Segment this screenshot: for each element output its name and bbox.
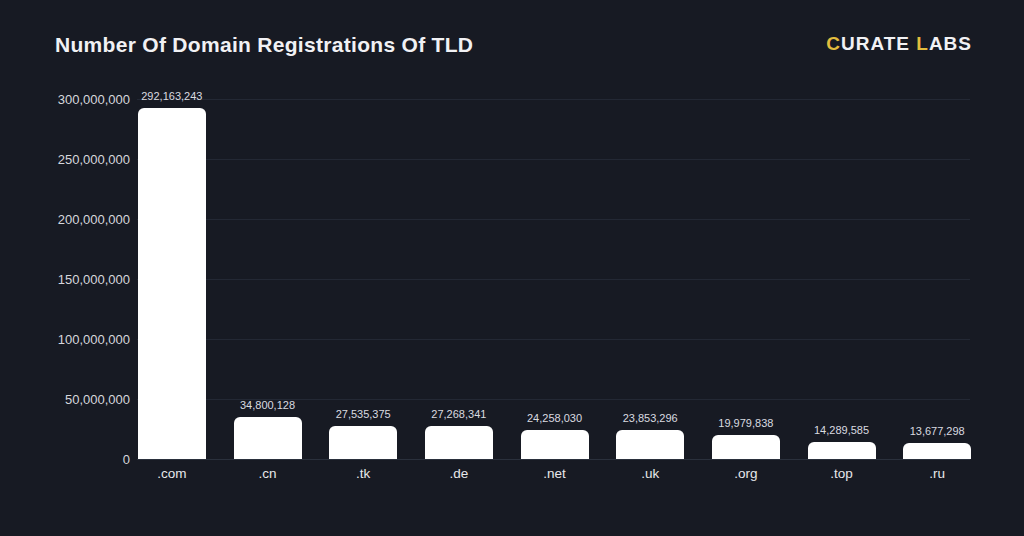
y-axis-tick-label: 50,000,000: [0, 392, 130, 407]
bar-column-cn: 34,800,128.cn: [220, 99, 316, 459]
bar-ru[interactable]: [903, 443, 971, 459]
bar-column-org: 19,979,838.org: [698, 99, 794, 459]
bar-column-com: 292,163,243.com: [124, 99, 220, 459]
y-axis: 300,000,000250,000,000200,000,000150,000…: [0, 99, 130, 459]
logo-part: C: [826, 33, 841, 54]
bar-value-label: 13,677,298: [910, 425, 965, 437]
bar-top[interactable]: [808, 442, 876, 459]
bar-value-label: 27,535,375: [336, 408, 391, 420]
bar-value-label: 14,289,585: [814, 424, 869, 436]
bar-series: 292,163,243.com34,800,128.cn27,535,375.t…: [124, 99, 985, 459]
x-axis-label: .de: [449, 466, 468, 481]
bar-value-label: 34,800,128: [240, 399, 295, 411]
x-axis-label: .ru: [929, 466, 945, 481]
chart-canvas: Number Of Domain Registrations Of TLD CU…: [0, 0, 1024, 536]
y-axis-tick-label: 250,000,000: [0, 152, 130, 167]
x-axis-label: .org: [734, 466, 757, 481]
bar-uk[interactable]: [616, 430, 684, 459]
x-axis-label: .com: [157, 466, 186, 481]
bar-org[interactable]: [712, 435, 780, 459]
x-axis-baseline: [137, 459, 970, 460]
bar-cn[interactable]: [234, 417, 302, 459]
x-axis-label: .tk: [356, 466, 370, 481]
curate-labs-logo: CURATE LABS: [826, 33, 972, 55]
bar-value-label: 27,268,341: [431, 408, 486, 420]
x-axis-label: .net: [543, 466, 566, 481]
chart-title: Number Of Domain Registrations Of TLD: [55, 33, 473, 57]
bar-com[interactable]: [138, 108, 206, 459]
bar-column-uk: 23,853,296.uk: [602, 99, 698, 459]
y-axis-tick-label: 300,000,000: [0, 92, 130, 107]
bar-value-label: 23,853,296: [623, 412, 678, 424]
bar-value-label: 24,258,030: [527, 412, 582, 424]
bar-net[interactable]: [521, 430, 589, 459]
bar-column-tk: 27,535,375.tk: [315, 99, 411, 459]
logo-part: ABS: [929, 33, 972, 54]
logo-part: L: [916, 33, 929, 54]
x-axis-label: .top: [830, 466, 853, 481]
x-axis-label: .uk: [641, 466, 659, 481]
y-axis-tick-label: 200,000,000: [0, 212, 130, 227]
y-axis-tick-label: 100,000,000: [0, 332, 130, 347]
bar-column-ru: 13,677,298.ru: [889, 99, 985, 459]
bar-column-net: 24,258,030.net: [507, 99, 603, 459]
y-axis-tick-label: 0: [0, 452, 130, 467]
bar-tk[interactable]: [329, 426, 397, 459]
bar-value-label: 292,163,243: [141, 90, 202, 102]
bar-column-top: 14,289,585.top: [794, 99, 890, 459]
bar-de[interactable]: [425, 426, 493, 459]
bar-column-de: 27,268,341.de: [411, 99, 507, 459]
logo-part: URATE: [841, 33, 916, 54]
y-axis-tick-label: 150,000,000: [0, 272, 130, 287]
bar-value-label: 19,979,838: [718, 417, 773, 429]
x-axis-label: .cn: [258, 466, 276, 481]
